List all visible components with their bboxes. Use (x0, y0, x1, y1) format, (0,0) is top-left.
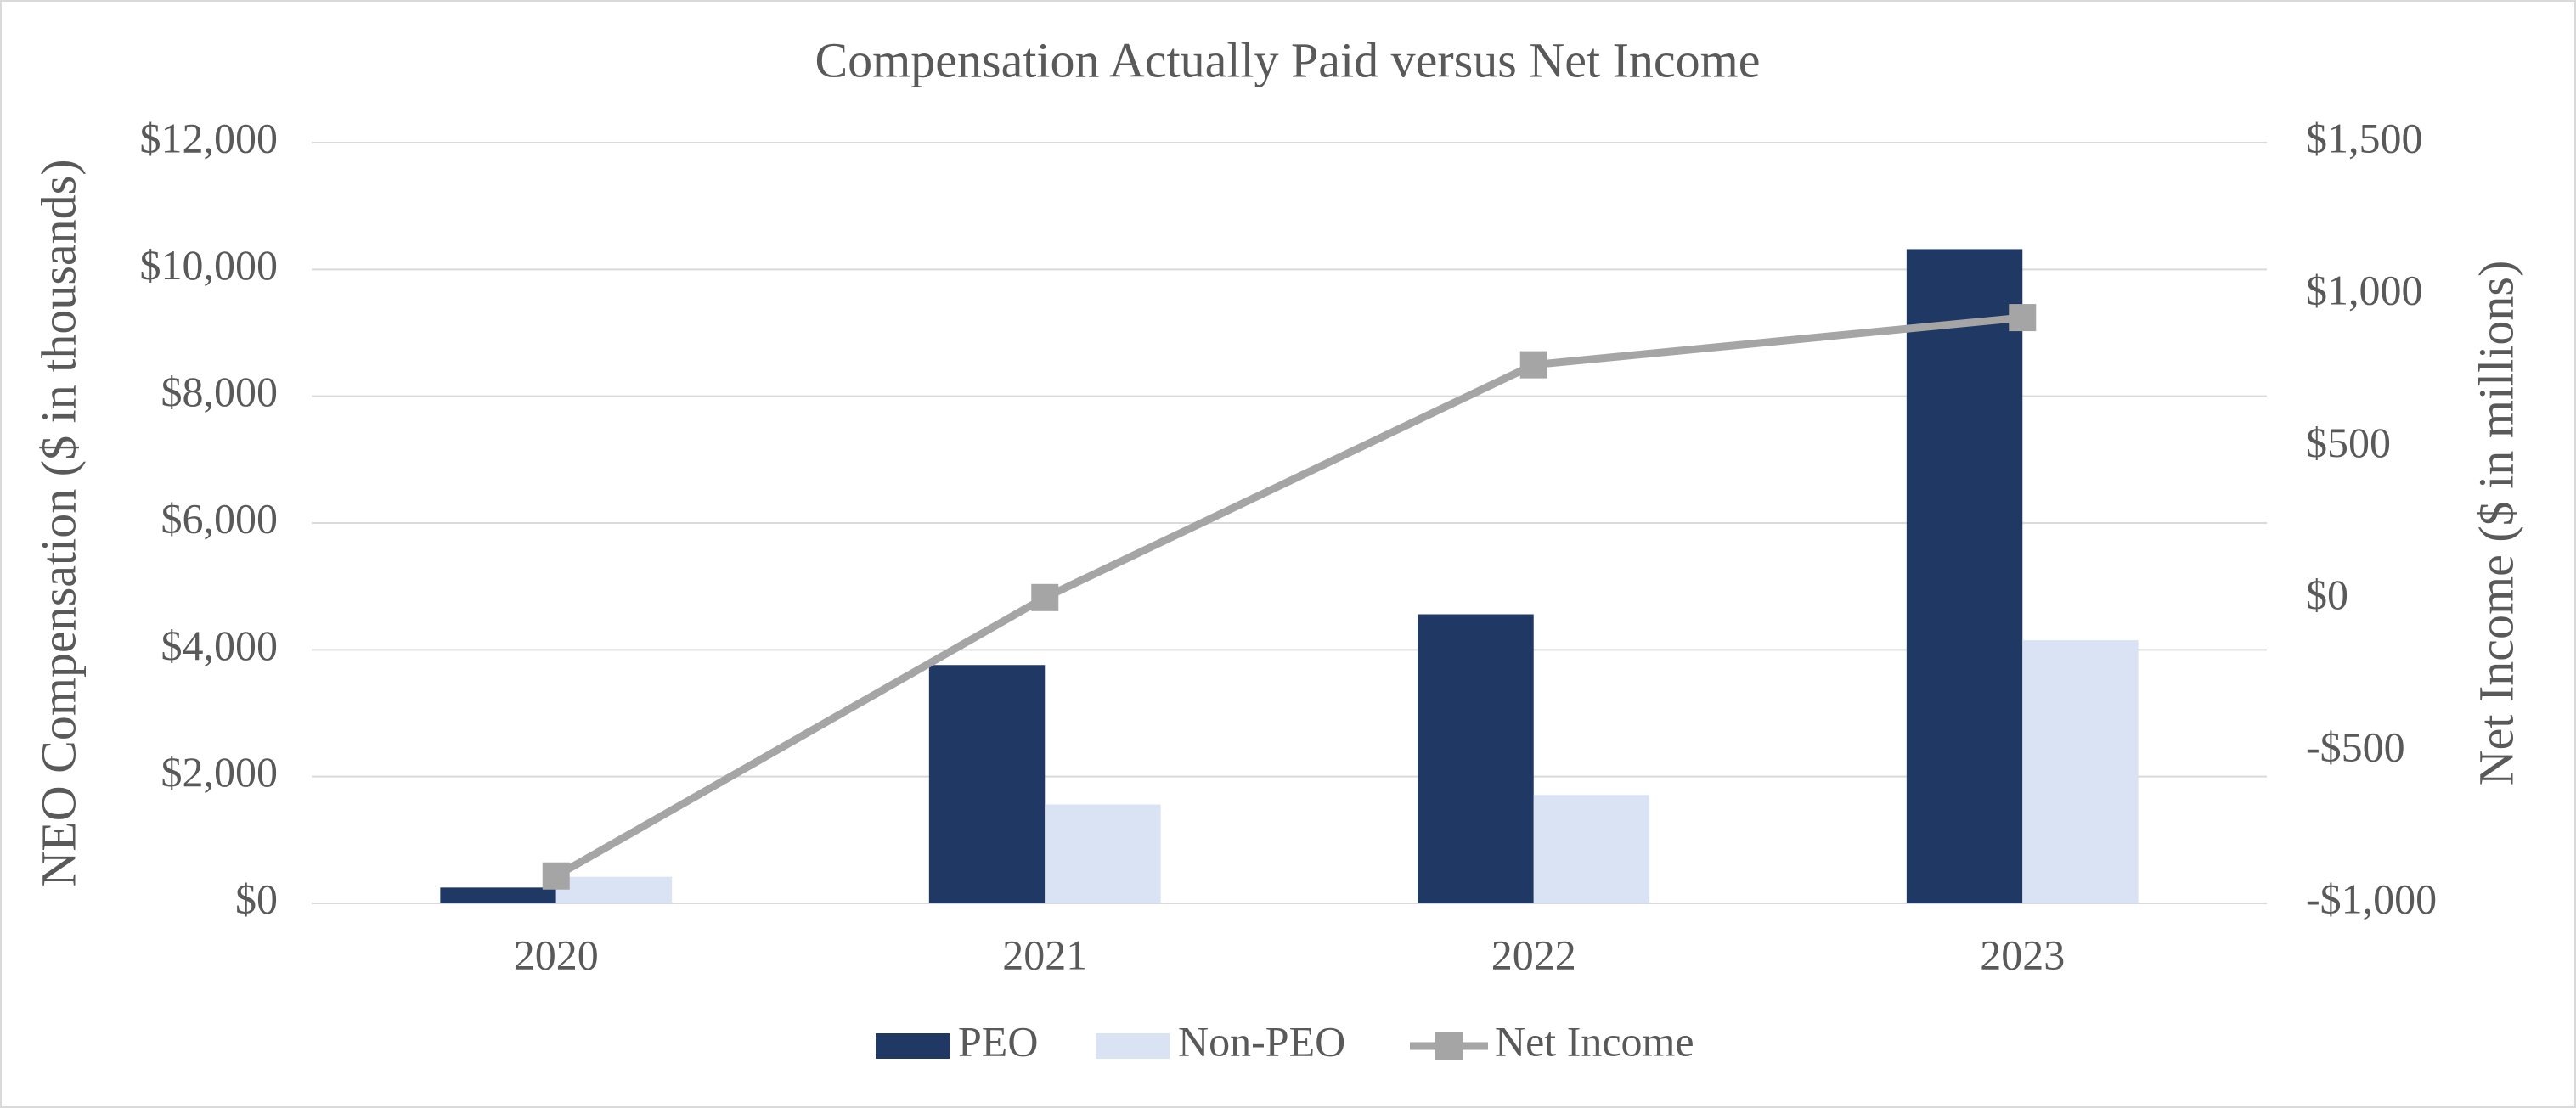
line-marker (1031, 583, 1059, 611)
line-marker (1519, 351, 1547, 379)
legend-label: PEO (958, 1017, 1038, 1065)
y-tick-label: $6,000 (161, 494, 279, 542)
y-axis-title: NEO Compensation ($ in thousands) (31, 159, 86, 886)
y-tick-label: $8,000 (161, 368, 279, 415)
legend-swatch (1096, 1033, 1170, 1059)
y2-axis-title: Net Income ($ in millions) (2468, 261, 2523, 786)
y-tick-label: $10,000 (140, 241, 279, 289)
y2-tick-label: $500 (2306, 419, 2391, 466)
bar (1045, 804, 1161, 903)
line (554, 313, 2023, 880)
y-tick-label: $4,000 (161, 621, 279, 669)
y2-tick-label: $1,500 (2306, 114, 2423, 161)
bar (1533, 795, 1650, 903)
y2-tick-label: $0 (2306, 571, 2348, 618)
line-marker (2009, 304, 2037, 332)
bar (1418, 614, 1534, 903)
y2-tick-label: -$1,000 (2306, 875, 2437, 922)
bar (440, 887, 556, 903)
x-tick-label: 2020 (514, 931, 599, 978)
bar (555, 876, 673, 903)
legend-swatch (876, 1033, 950, 1059)
y2-tick-label: -$500 (2306, 723, 2405, 770)
x-tick-label: 2021 (1002, 931, 1087, 978)
y-tick-label: $2,000 (161, 748, 279, 796)
legend-label: Non-PEO (1178, 1017, 1345, 1065)
x-tick-label: 2022 (1491, 931, 1576, 978)
chart-title: Compensation Actually Paid versus Net In… (815, 32, 1760, 87)
bar (928, 665, 1046, 903)
bar (2022, 640, 2139, 903)
y-tick-label: $12,000 (140, 114, 279, 161)
x-tick-label: 2023 (1980, 931, 2065, 978)
legend-label: Net Income (1495, 1017, 1694, 1065)
y-tick-label: $0 (235, 875, 278, 922)
line-marker (542, 862, 570, 890)
bar (1906, 249, 2023, 903)
y2-tick-label: $1,000 (2306, 267, 2423, 314)
legend-marker (1435, 1032, 1463, 1060)
